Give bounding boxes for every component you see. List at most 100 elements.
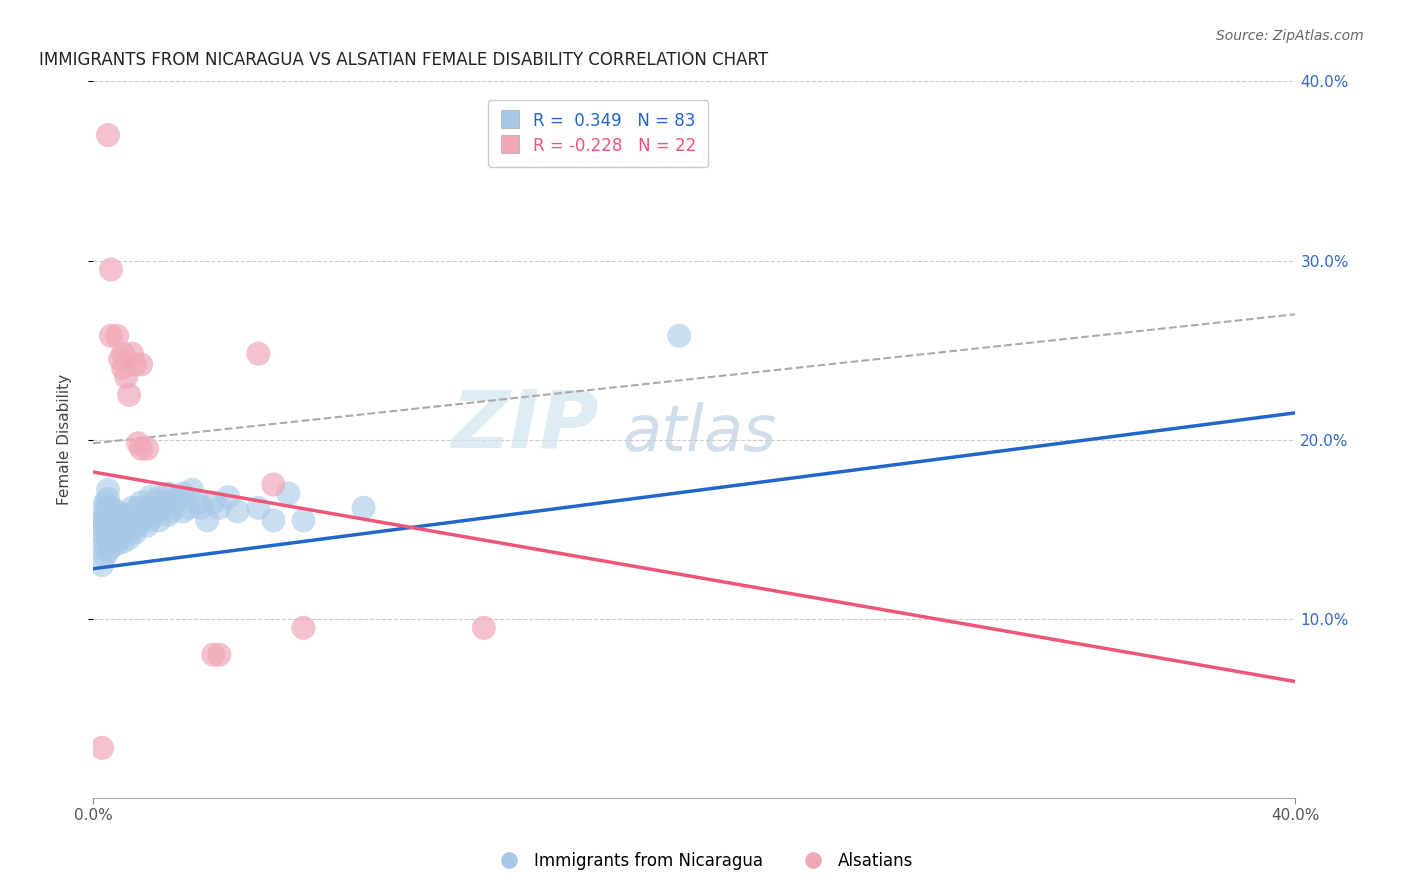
Point xyxy=(262,477,284,491)
Point xyxy=(100,328,122,343)
Point xyxy=(160,504,183,518)
Point xyxy=(247,500,270,515)
Point xyxy=(166,490,188,504)
Point xyxy=(157,486,180,500)
Point xyxy=(97,522,120,536)
Point xyxy=(292,513,315,527)
Point xyxy=(150,500,173,515)
Point xyxy=(129,513,152,527)
Point xyxy=(94,549,117,564)
Legend: Immigrants from Nicaragua, Alsatians: Immigrants from Nicaragua, Alsatians xyxy=(486,846,920,877)
Point xyxy=(136,518,159,533)
Point xyxy=(153,495,176,509)
Point xyxy=(118,508,141,522)
Point xyxy=(97,543,120,558)
Point xyxy=(127,500,149,515)
Point xyxy=(100,525,122,540)
Point xyxy=(108,352,131,367)
Point xyxy=(190,500,212,515)
Point xyxy=(112,347,135,361)
Point xyxy=(124,525,146,540)
Point xyxy=(121,522,143,536)
Point xyxy=(97,128,120,142)
Point xyxy=(148,513,170,527)
Point xyxy=(145,504,167,518)
Point xyxy=(226,504,249,518)
Text: atlas: atlas xyxy=(621,401,776,464)
Point xyxy=(112,522,135,536)
Point xyxy=(91,525,114,540)
Point xyxy=(91,513,114,527)
Point xyxy=(208,648,231,662)
Point xyxy=(172,504,194,518)
Point xyxy=(124,358,146,372)
Point xyxy=(127,518,149,533)
Point xyxy=(91,740,114,755)
Point xyxy=(115,525,138,540)
Point xyxy=(668,328,690,343)
Point xyxy=(100,500,122,515)
Point xyxy=(136,442,159,456)
Point xyxy=(262,513,284,527)
Text: Source: ZipAtlas.com: Source: ZipAtlas.com xyxy=(1216,29,1364,44)
Point xyxy=(103,531,125,545)
Point xyxy=(127,436,149,450)
Point xyxy=(100,508,122,522)
Point xyxy=(112,508,135,522)
Point xyxy=(94,513,117,527)
Point xyxy=(139,513,162,527)
Point xyxy=(157,508,180,522)
Point xyxy=(103,513,125,527)
Point xyxy=(181,483,204,497)
Point xyxy=(105,516,128,531)
Text: ZIP: ZIP xyxy=(451,386,598,465)
Point xyxy=(91,518,114,533)
Y-axis label: Female Disability: Female Disability xyxy=(58,374,72,505)
Point xyxy=(172,486,194,500)
Point xyxy=(129,442,152,456)
Point xyxy=(105,525,128,540)
Point xyxy=(118,531,141,545)
Text: IMMIGRANTS FROM NICARAGUA VS ALSATIAN FEMALE DISABILITY CORRELATION CHART: IMMIGRANTS FROM NICARAGUA VS ALSATIAN FE… xyxy=(39,51,768,69)
Point xyxy=(292,621,315,635)
Point xyxy=(94,525,117,540)
Legend: R =  0.349   N = 83, R = -0.228   N = 22: R = 0.349 N = 83, R = -0.228 N = 22 xyxy=(488,101,709,167)
Point xyxy=(187,495,209,509)
Point xyxy=(195,513,218,527)
Point xyxy=(97,483,120,497)
Point xyxy=(94,500,117,515)
Point xyxy=(100,518,122,533)
Point xyxy=(97,513,120,527)
Point xyxy=(129,358,152,372)
Point xyxy=(353,500,375,515)
Point xyxy=(100,262,122,277)
Point xyxy=(97,500,120,515)
Point xyxy=(100,540,122,554)
Point xyxy=(202,495,225,509)
Point xyxy=(163,495,186,509)
Point xyxy=(134,508,156,522)
Point xyxy=(115,370,138,384)
Point xyxy=(148,490,170,504)
Point xyxy=(105,504,128,518)
Point xyxy=(121,347,143,361)
Point xyxy=(105,328,128,343)
Point xyxy=(112,361,135,376)
Point xyxy=(208,500,231,515)
Point xyxy=(103,504,125,518)
Point xyxy=(108,513,131,527)
Point xyxy=(121,500,143,515)
Point xyxy=(94,536,117,550)
Point xyxy=(139,490,162,504)
Point xyxy=(472,621,495,635)
Point xyxy=(97,531,120,545)
Point xyxy=(94,508,117,522)
Point xyxy=(124,513,146,527)
Point xyxy=(129,495,152,509)
Point xyxy=(112,534,135,549)
Point xyxy=(136,500,159,515)
Point xyxy=(105,536,128,550)
Point xyxy=(108,525,131,540)
Point xyxy=(97,491,120,506)
Point xyxy=(103,522,125,536)
